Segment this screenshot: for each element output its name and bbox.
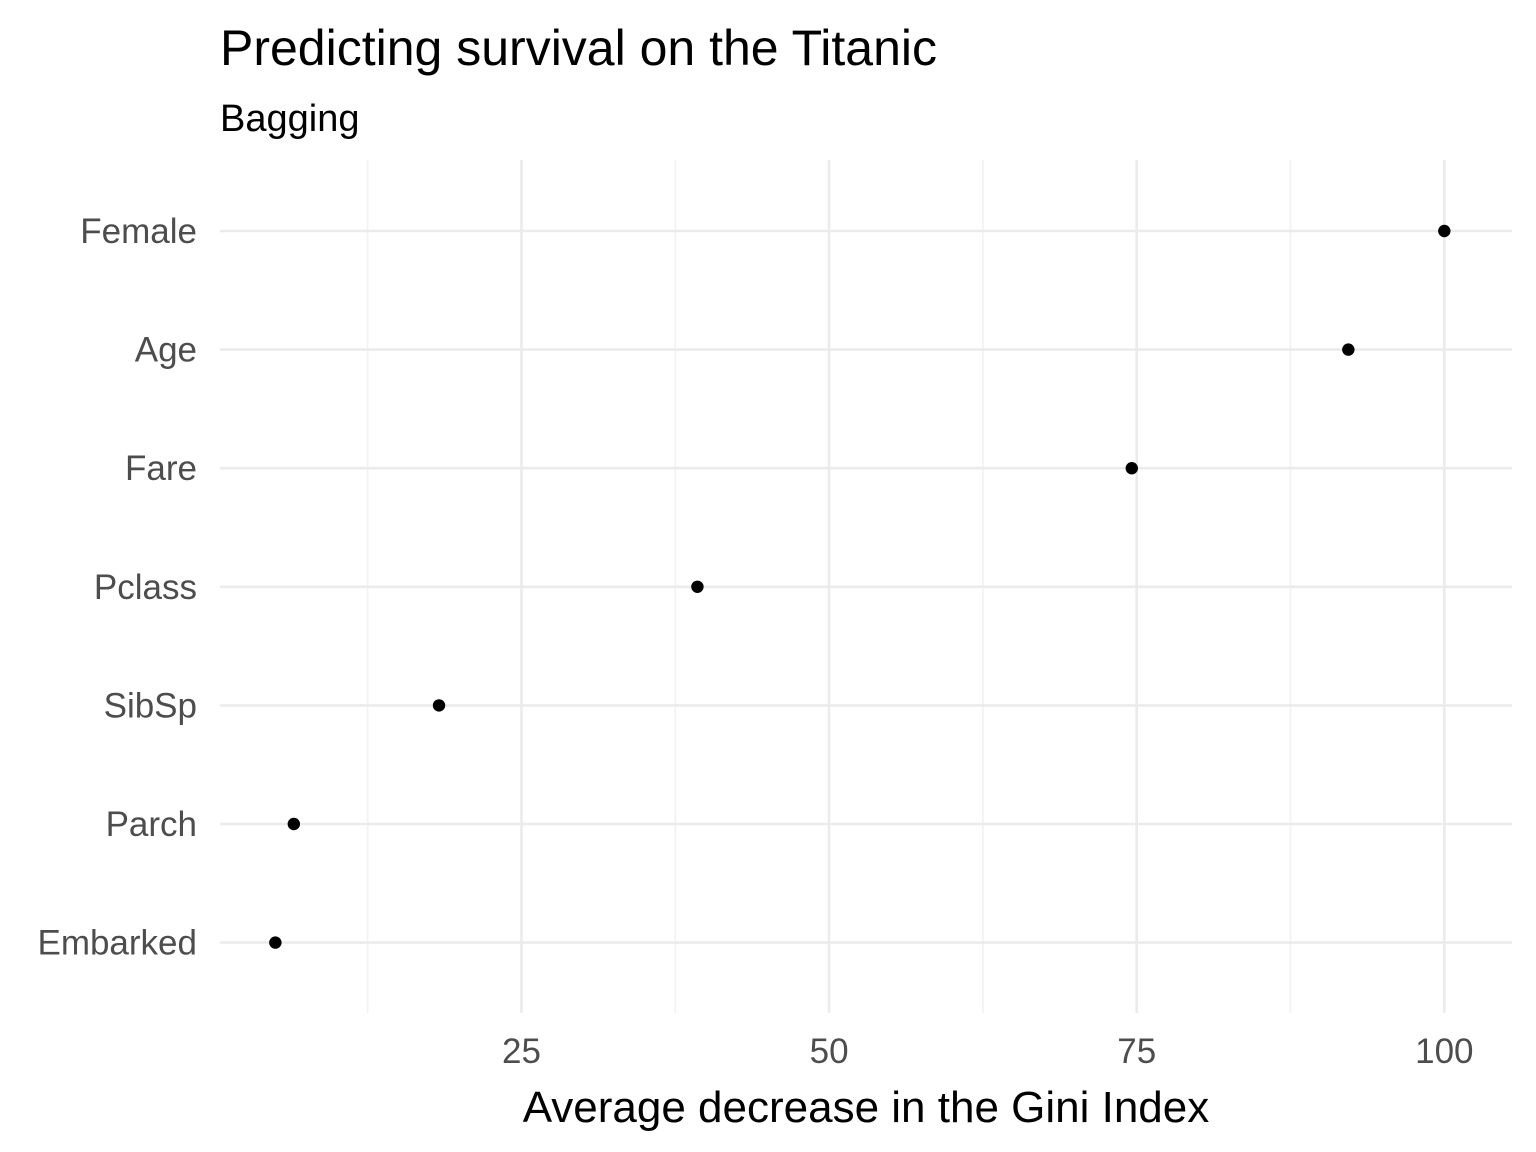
y-tick-label: Embarked: [37, 924, 197, 963]
chart-subtitle: Bagging: [220, 98, 359, 140]
data-point: [269, 936, 282, 949]
y-tick-label: Age: [135, 331, 197, 370]
chart-title: Predicting survival on the Titanic: [220, 20, 937, 76]
data-point: [287, 817, 301, 831]
y-tick-label: Pclass: [94, 568, 197, 607]
x-tick-label: 50: [810, 1032, 849, 1071]
y-tick-label: Parch: [106, 805, 197, 844]
y-tick-label: Female: [80, 212, 197, 251]
x-tick-label: 100: [1415, 1032, 1473, 1071]
x-tick-label: 75: [1117, 1032, 1156, 1071]
x-axis-title: Average decrease in the Gini Index: [523, 1083, 1210, 1132]
data-point: [1438, 224, 1451, 238]
data-point: [1342, 343, 1355, 356]
data-point: [432, 699, 446, 712]
grid-lines: [220, 160, 1512, 1013]
y-tick-label: SibSp: [104, 686, 197, 725]
y-tick-label: Fare: [125, 449, 197, 488]
data-point: [691, 580, 704, 593]
axis-labels: Female Age Fare Pclass SibSp Parch Embarked 25 5…: [37, 212, 1473, 1071]
data-points: [269, 224, 1451, 949]
x-tick-label: 25: [502, 1032, 541, 1071]
data-point: [1125, 462, 1138, 475]
